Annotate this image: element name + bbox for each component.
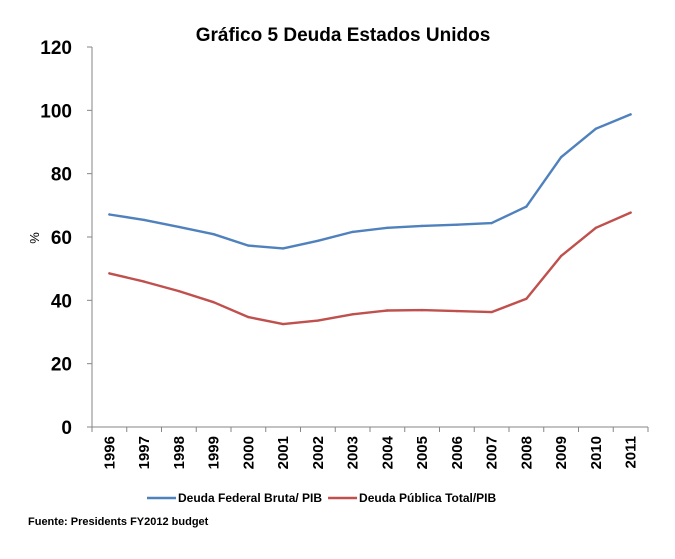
y-axis: 0 20 40 60 80 100 120	[40, 38, 93, 439]
legend: Deuda Federal Bruta/ PIB Deuda Pública To…	[147, 491, 497, 505]
series-1-point	[351, 313, 354, 316]
series-0-point	[247, 244, 250, 247]
x-tick-label: 1996	[101, 436, 118, 469]
x-axis: 1996 1997 1998 1999 2000 2001 2002 2003 2004 2005…	[91, 426, 649, 469]
legend-label-1: Deuda Pública Total/PIB	[359, 491, 496, 505]
series-1-point	[420, 308, 424, 312]
series-1-point	[316, 319, 320, 322]
legend-label-0: Deuda Federal Bruta/ PIB	[178, 491, 322, 505]
series-0-point	[490, 221, 493, 225]
x-tick-label: 1997	[136, 436, 153, 469]
series-0-point	[281, 247, 285, 250]
x-tick-label: 2002	[310, 436, 327, 469]
y-tick-label: 80	[51, 165, 72, 186]
series-0-point	[455, 223, 459, 226]
x-tick-label: 2003	[345, 436, 362, 469]
chart-title: Gráfico 5 Deuda Estados Unidos	[196, 25, 491, 46]
x-tick-label: 2008	[518, 436, 535, 469]
series-0-point	[420, 224, 424, 228]
x-tick-label: 2006	[449, 436, 466, 469]
series-1-point	[455, 309, 459, 313]
y-tick-label: 100	[40, 101, 72, 122]
series-1-point	[629, 211, 632, 214]
x-tick-label: 2011	[623, 436, 640, 469]
x-tick-label: 2000	[240, 436, 257, 469]
series-0-point	[142, 218, 146, 222]
x-tick-label: 1999	[206, 436, 223, 469]
y-tick-label: 0	[61, 418, 72, 439]
series-0-point	[177, 225, 181, 229]
series-1-point	[247, 315, 250, 319]
series-1-point	[177, 289, 181, 293]
series-0-point	[212, 233, 215, 236]
y-tick-label: 60	[51, 228, 72, 249]
series-1-point	[594, 226, 598, 229]
series-0-point	[351, 230, 354, 234]
series-0-point	[629, 113, 632, 116]
y-axis-label: %	[27, 232, 42, 244]
x-tick-label: 1998	[171, 436, 188, 469]
x-tick-label: 2010	[588, 436, 605, 469]
series-0-point	[386, 226, 389, 229]
series-line-0	[108, 113, 632, 250]
series-1-point	[142, 280, 146, 283]
series-1-point	[490, 310, 493, 314]
series-1-point	[525, 297, 528, 300]
x-tick-label: 2007	[484, 436, 501, 469]
y-tick-label: 40	[51, 291, 72, 312]
series-1-point	[212, 301, 215, 304]
x-tick-label: 2005	[414, 436, 431, 469]
series-1-point	[108, 272, 111, 275]
series-0-point	[559, 156, 563, 159]
series-0-point	[316, 239, 320, 242]
x-tick-label: 2004	[379, 435, 396, 469]
series-line-1	[108, 211, 632, 326]
series-1-point	[559, 254, 563, 258]
series-1-point	[386, 309, 389, 312]
x-tick-label: 2001	[275, 436, 292, 469]
series-0-point	[594, 127, 598, 130]
series-0-point	[108, 213, 111, 216]
source-note: Fuente: Presidents FY2012 budget	[28, 516, 209, 528]
y-tick-label: 20	[51, 355, 72, 376]
series-1-point	[281, 322, 285, 326]
y-tick-label: 120	[40, 38, 72, 59]
series-lines	[108, 113, 632, 326]
x-tick-label: 2009	[553, 436, 570, 469]
series-0-point	[525, 205, 528, 208]
